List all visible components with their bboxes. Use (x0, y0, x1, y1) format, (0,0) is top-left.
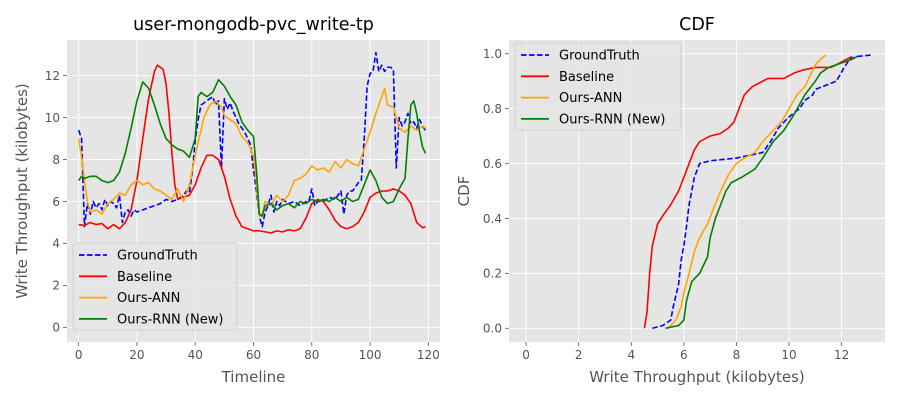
series-line-baseline (643, 55, 853, 329)
y-tick-label: 0.0 (483, 322, 502, 336)
y-tick-label: 0.6 (483, 157, 502, 171)
x-tick-label: 20 (129, 348, 144, 362)
y-axis-label: Write Throughput (kilobytes) (13, 83, 31, 299)
y-tick-label: 4 (52, 237, 60, 251)
x-tick-label: 6 (680, 348, 688, 362)
x-axis-label: Timeline (221, 368, 286, 386)
chart-panel-1: 0 2 4 6 8 10 12 0.0 0.2 0.4 0.6 0.8 1.0 CDF Write Thro… (455, 15, 885, 386)
y-tick-label: 0.8 (483, 102, 502, 116)
y-tick-label: 8 (52, 153, 60, 167)
y-tick-label: 10 (45, 111, 60, 125)
x-axis-label: Write Throughput (kilobytes) (589, 368, 805, 386)
chart-title: CDF (679, 15, 715, 35)
legend-box (72, 242, 238, 331)
series-line-groundtruth (652, 54, 871, 330)
series-line-ours-rnn-new (78, 79, 427, 217)
x-tick-label: 12 (834, 348, 849, 362)
x-tick-label: 60 (246, 348, 261, 362)
legend-label: Baseline (117, 270, 172, 285)
y-axis-label: CDF (455, 176, 473, 207)
series-line-groundtruth (77, 51, 427, 228)
chart-panel-0: 0 20 40 60 80 100 120 0 2 4 6 8 10 12 user-mongodb-pvc… (13, 15, 440, 386)
legend-label: Baseline (559, 70, 614, 85)
x-tick-label: 8 (733, 348, 741, 362)
y-tick-label: 12 (45, 69, 60, 83)
legend-label: GroundTruth (559, 49, 640, 64)
series-line-ours-rnn-new (665, 55, 858, 330)
legend-label: Ours-ANN (559, 91, 622, 106)
y-tick-label: 6 (52, 195, 60, 209)
legend-box (514, 42, 682, 131)
x-tick-label: 0 (522, 348, 530, 362)
series-line-ours-ann (77, 87, 426, 217)
x-tick-label: 0 (75, 348, 83, 362)
x-tick-label: 120 (417, 348, 440, 362)
legend-label: Ours-ANN (117, 291, 180, 306)
x-tick-label: 4 (627, 348, 635, 362)
y-tick-label: 0.2 (483, 267, 502, 281)
chart-title: user-mongodb-pvc_write-tp (133, 15, 374, 35)
legend-label: GroundTruth (117, 249, 198, 264)
series-line-baseline (78, 64, 426, 234)
x-tick-label: 2 (575, 348, 583, 362)
y-tick-label: 2 (52, 279, 60, 293)
y-tick-label: 0.4 (483, 212, 502, 226)
series-line-ours-ann (667, 54, 827, 329)
y-tick-label: 1.0 (483, 47, 502, 61)
x-tick-label: 80 (304, 348, 319, 362)
y-tick-label: 0 (52, 321, 60, 335)
x-tick-label: 10 (781, 348, 796, 362)
legend-label: Ours-RNN (New) (559, 112, 665, 127)
x-tick-label: 100 (359, 348, 382, 362)
legend-label: Ours-RNN (New) (117, 312, 223, 327)
x-tick-label: 40 (188, 348, 203, 362)
